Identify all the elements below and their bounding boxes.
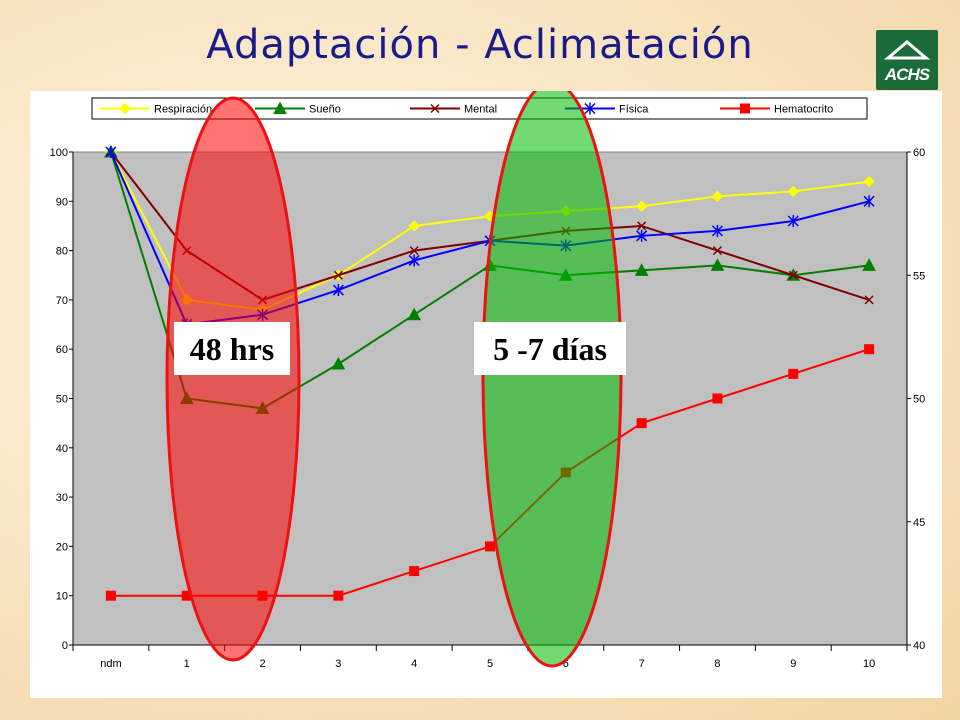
legend-label: Respiración: [154, 104, 212, 116]
data-point: [636, 229, 648, 242]
y-tick-label-right: 40: [913, 640, 925, 652]
data-point: [409, 246, 419, 256]
annotation-5-7-dias: 5 -7 días: [493, 331, 607, 367]
annotation-48hrs: 48 hrs: [190, 331, 274, 367]
y-tick-label-left: 30: [56, 492, 68, 504]
y-tick-label-left: 20: [56, 541, 68, 553]
y-tick-label-left: 40: [56, 443, 68, 455]
legend-label: Física: [619, 104, 649, 116]
y-tick-label-left: 0: [62, 640, 68, 652]
data-point: [485, 541, 495, 552]
data-point: [181, 590, 192, 601]
data-point: [637, 221, 647, 231]
data-point: [712, 246, 722, 256]
x-tick-label: 2: [259, 658, 265, 670]
data-point: [740, 103, 750, 114]
y-tick-label-left: 10: [56, 591, 68, 603]
x-tick-label: 9: [790, 658, 796, 670]
data-point: [864, 295, 874, 305]
x-tick-label: 1: [184, 658, 190, 670]
data-point: [105, 590, 116, 601]
data-point: [711, 224, 723, 237]
highlight-48hrs: [165, 96, 301, 662]
data-point: [273, 101, 287, 114]
data-point: [333, 590, 344, 601]
data-point: [863, 175, 875, 188]
data-point: [430, 103, 440, 114]
data-point: [788, 270, 798, 280]
highlight-5-7-dias: [481, 91, 623, 668]
data-point: [788, 368, 799, 379]
data-point: [407, 307, 422, 321]
achs-logo: ACHS: [876, 30, 938, 90]
y-tick-label-left: 50: [56, 394, 68, 406]
x-tick-label: 5: [487, 658, 493, 670]
data-point: [635, 200, 648, 212]
x-tick-label: 6: [563, 658, 569, 670]
x-tick-label: ndm: [100, 658, 121, 670]
data-point: [408, 220, 420, 232]
slide-title: Adaptación - Aclimatación: [206, 22, 754, 68]
data-point: [584, 102, 596, 115]
y-tick-label-left: 60: [56, 344, 68, 356]
data-point: [331, 356, 346, 370]
logo-roof-icon: [884, 40, 930, 60]
x-tick-label: 8: [714, 658, 720, 670]
y-tick-label-left: 80: [56, 246, 68, 258]
annotation-box: [474, 322, 626, 375]
data-point: [333, 270, 343, 280]
data-point: [636, 418, 647, 429]
y-tick-label-right: 60: [913, 147, 925, 159]
data-point: [408, 254, 420, 267]
logo-text: ACHS: [884, 65, 930, 84]
data-point: [119, 102, 131, 115]
data-point: [710, 258, 725, 271]
data-point: [711, 190, 724, 203]
legend-label: Sueño: [309, 104, 341, 116]
y-tick-label-right: 55: [913, 270, 925, 282]
y-tick-label-right: 50: [913, 394, 925, 406]
y-tick-label-left: 100: [50, 147, 68, 159]
data-point: [712, 393, 723, 404]
y-tick-label-left: 90: [56, 196, 68, 208]
legend-label: Hematocrito: [774, 104, 833, 116]
data-point: [787, 215, 799, 228]
data-point: [863, 195, 875, 208]
data-point: [105, 146, 117, 158]
x-tick-label: 10: [863, 658, 875, 670]
data-point: [409, 566, 420, 577]
x-tick-label: 3: [335, 658, 341, 670]
x-tick-label: 7: [639, 658, 645, 670]
data-point: [864, 344, 875, 355]
y-tick-label-right: 45: [913, 517, 925, 529]
x-tick-label: 4: [411, 658, 417, 670]
legend-label: Mental: [464, 104, 497, 116]
annotation-box: [174, 322, 290, 375]
data-point: [634, 263, 649, 276]
y-tick-label-left: 70: [56, 295, 68, 307]
chart-panel: 0 10 20 30 40 50 60 70 80 90 100 40 45 50 55 60 ndm 1 2 3 4 5…: [30, 91, 942, 698]
data-point: [862, 258, 876, 271]
data-point: [332, 284, 344, 297]
data-point: [787, 185, 799, 198]
